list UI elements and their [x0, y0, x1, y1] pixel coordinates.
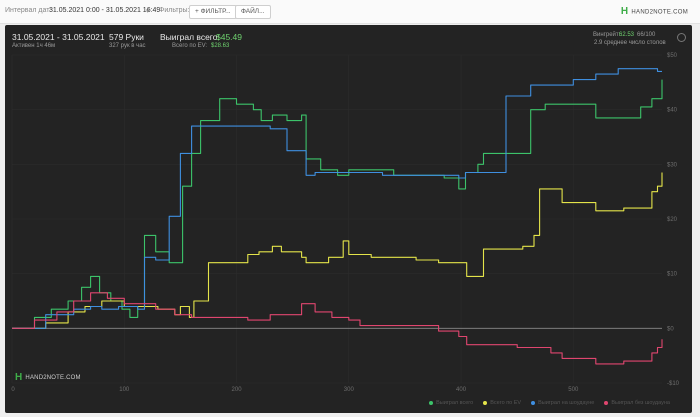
x-tick-label: 300	[344, 387, 355, 393]
legend-label: Выиграл всего	[436, 400, 474, 406]
h2n-logo-icon: H	[620, 6, 629, 17]
add-filter-button[interactable]: + ФИЛЬТР...	[189, 5, 237, 19]
winrate-suffix: 66/100	[637, 32, 656, 38]
chart-watermark: H HAND2NOTE.COM	[15, 372, 81, 383]
y-tick-label: $50	[667, 53, 678, 59]
won-total-label: Выиграл всего:	[160, 32, 220, 42]
graph-panel: 31.05.2021 - 31.05.2021 Активен 1ч 46м 5…	[5, 25, 692, 413]
x-tick-label: 100	[119, 387, 130, 393]
hands-rate: 327 рук в час	[109, 43, 146, 49]
series-line	[12, 79, 663, 329]
legend-item[interactable]: Всего по EV	[483, 400, 521, 406]
ev-total-value: $28.63	[211, 43, 230, 49]
ev-total-label: Всего по EV:	[172, 43, 208, 49]
legend-item[interactable]: Выиграл без шоудауна	[604, 400, 670, 406]
won-total-value: $45.49	[216, 32, 242, 42]
settings-gear-icon[interactable]	[677, 33, 686, 42]
file-button[interactable]: ФАЙЛ...	[235, 5, 271, 19]
toolbar: Интервал дат: 31.05.2021 0:00 - 31.05.20…	[0, 0, 700, 24]
y-tick-label: -$10	[667, 381, 680, 387]
date-range: 31.05.2021 - 31.05.2021	[12, 32, 105, 42]
winrate-value: 62.53	[619, 32, 635, 38]
x-tick-label: 0	[11, 387, 15, 393]
legend-label: Выиграл на шоудауне	[538, 400, 595, 406]
y-tick-label: $0	[667, 326, 674, 332]
chart-watermark-text: HAND2NOTE.COM	[25, 375, 81, 382]
winrate-label: Вингрейт:	[593, 32, 621, 38]
y-tick-label: $20	[667, 217, 678, 223]
profit-graph: 0 100 200 300 400 500 $50 $40 $30 $20 $10 $0 -$10	[11, 53, 680, 393]
x-tick-label: 500	[568, 387, 579, 393]
avg-tables: 2.9 среднее число столов	[594, 40, 666, 46]
x-tick-label: 200	[232, 387, 243, 393]
brand-logo: H HAND2NOTE.COM	[621, 6, 688, 18]
legend-item[interactable]: Выиграл всего	[429, 400, 473, 406]
y-tick-label: $40	[667, 108, 678, 114]
legend-dot-icon	[483, 400, 488, 405]
legend-dot-icon	[531, 400, 536, 405]
filters-label: Фильтры:	[159, 7, 190, 14]
y-tick-label: $30	[667, 162, 678, 168]
interval-label: Интервал дат:	[5, 7, 52, 14]
h2n-watermark-icon: H	[15, 372, 23, 383]
chevron-down-icon[interactable]: ▾	[146, 8, 150, 15]
legend-item[interactable]: Выиграл на шоудауне	[531, 400, 594, 406]
brand-logo-text: HAND2NOTE.COM	[631, 9, 688, 16]
legend-dot-icon	[604, 400, 609, 405]
y-tick-label: $10	[667, 272, 678, 278]
x-tick-label: 400	[456, 387, 467, 393]
series-line	[12, 292, 663, 365]
chart-legend: Выиграл всего Всего по EV Выиграл на шоуда…	[429, 400, 670, 406]
interval-select[interactable]: 31.05.2021 0:00 - 31.05.2021 16:49	[49, 7, 161, 14]
legend-label: Выиграл без шоудауна	[611, 400, 670, 406]
series-line	[12, 68, 662, 329]
series-line	[12, 172, 663, 329]
legend-label: Всего по EV	[490, 400, 522, 406]
hands-count: 579 Руки	[109, 32, 144, 42]
legend-dot-icon	[429, 400, 434, 405]
active-time: Активен 1ч 46м	[12, 43, 56, 49]
